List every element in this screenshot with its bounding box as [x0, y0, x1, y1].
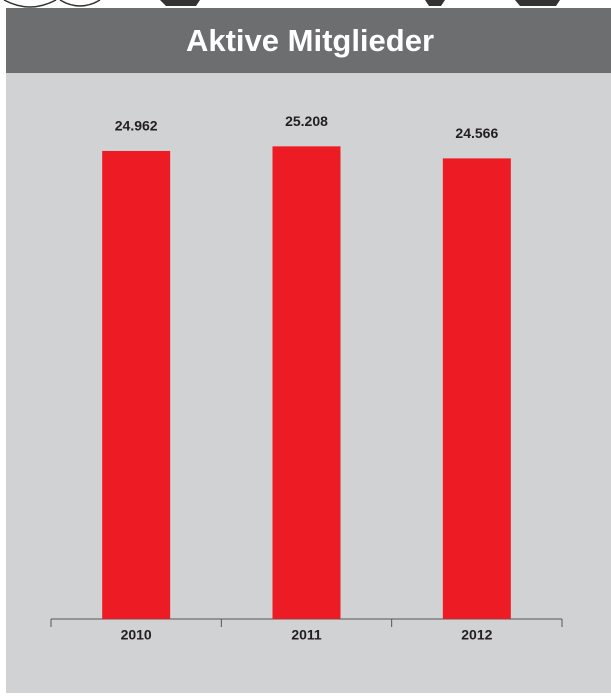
value-label: 24.962: [115, 118, 158, 134]
x-tick-label: 2012: [461, 627, 492, 643]
bar: [272, 146, 341, 619]
decoration-shape: [515, 0, 560, 6]
decoration-shape: [160, 0, 200, 6]
x-tick-label: 2010: [121, 627, 152, 643]
x-tick-label: 2011: [291, 627, 322, 643]
value-label: 24.566: [455, 125, 498, 141]
decoration: [3, 0, 101, 8]
header-band: [6, 8, 611, 73]
decoration-arc: [59, 0, 101, 7]
bar: [102, 150, 171, 619]
decoration-shape: [425, 0, 445, 6]
value-label: 25.208: [285, 113, 328, 129]
plot-area: 24.962 2010 25.208 2011 24.566 2012: [50, 113, 563, 643]
chart-title: Aktive Mitglieder: [186, 23, 434, 58]
decoration-arc: [3, 0, 57, 8]
bar: [442, 158, 511, 619]
decoration: [160, 0, 560, 6]
